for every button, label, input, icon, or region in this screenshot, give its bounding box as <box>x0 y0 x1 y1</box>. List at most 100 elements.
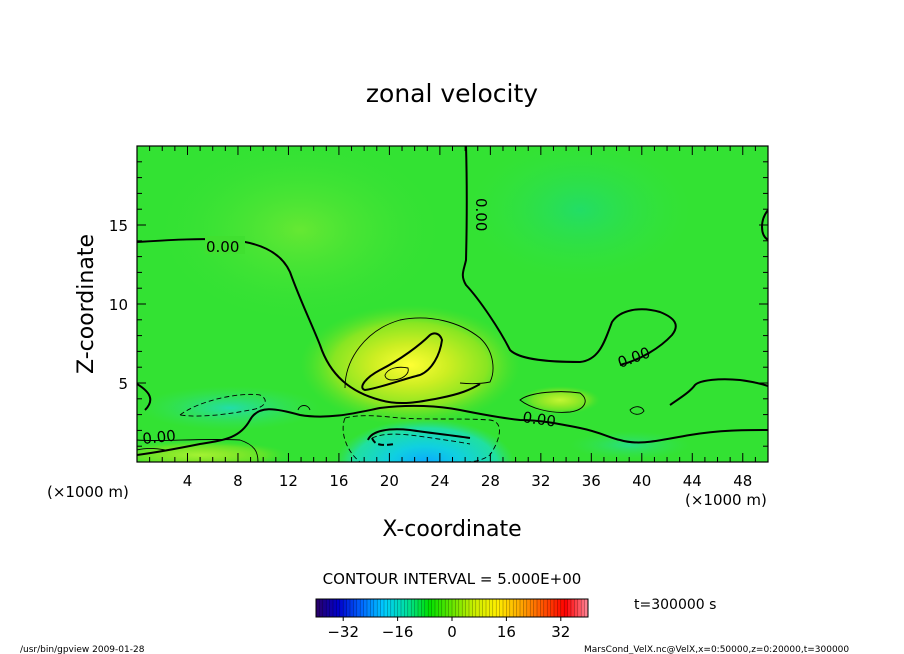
x-tick-label: 8 <box>233 472 243 490</box>
colorbar-cell <box>373 599 378 617</box>
contour-label: 0.00 <box>206 238 239 256</box>
x-tick-label: 24 <box>430 472 449 490</box>
footer-left: /usr/bin/gpview 2009-01-28 <box>20 645 145 654</box>
colorbar-cell <box>472 599 477 617</box>
colorbar <box>315 598 589 618</box>
colorbar-cell <box>496 599 501 617</box>
colorbar-cell <box>530 599 535 617</box>
colorbar-cell <box>326 599 331 617</box>
colorbar-cell <box>421 599 426 617</box>
colorbar-cell <box>479 599 484 617</box>
colorbar-cell <box>509 599 514 617</box>
colorbar-cell <box>540 599 545 617</box>
contour-label: 0.00 <box>142 427 177 448</box>
colorbar-cell <box>503 599 507 617</box>
colorbar-cell <box>329 599 334 617</box>
colorbar-cell <box>411 599 416 617</box>
colorbar-tick-label: 0 <box>447 623 457 641</box>
colorbar-cell <box>363 599 368 617</box>
colorbar-cell <box>584 599 589 617</box>
y-axis-label: Z-coordinate <box>74 234 99 374</box>
colorbar-cell <box>458 599 463 617</box>
colorbar-cell <box>333 599 337 617</box>
colorbar-cell <box>577 599 582 617</box>
colorbar-cell <box>384 599 388 617</box>
time-label: t=300000 s <box>634 597 716 613</box>
colorbar-cell <box>448 599 453 617</box>
colorbar-cell <box>557 599 562 617</box>
colorbar-cell <box>424 599 429 617</box>
colorbar-cell <box>339 599 344 617</box>
colorbar-cell <box>462 599 467 617</box>
zero-contours <box>137 146 768 456</box>
colorbar-cell <box>455 599 460 617</box>
colorbar-cell <box>499 599 504 617</box>
colorbar-cell <box>367 599 371 617</box>
colorbar-cell <box>346 599 351 617</box>
colorbar-cell <box>489 599 494 617</box>
contour-label-bg <box>205 236 245 254</box>
colorbar-cell <box>428 599 433 617</box>
x-tick-label: 32 <box>531 472 550 490</box>
colorbar-cell <box>475 599 480 617</box>
contour-label: 0.00 <box>521 408 557 430</box>
x-tick-label: 48 <box>733 472 752 490</box>
x-axis: 4 8 12 16 20 24 28 32 36 40 44 48 <box>149 146 756 490</box>
colorbar-cell <box>469 599 473 617</box>
colorbar-cell <box>322 599 327 617</box>
colorbar-cell <box>520 599 524 617</box>
colorbar-cell <box>516 599 521 617</box>
colorbar-cell <box>567 599 572 617</box>
colorbar-cell <box>370 599 375 617</box>
contour-interval: CONTOUR INTERVAL = 5.000E+00 <box>323 570 582 588</box>
x-tick-label: 28 <box>481 472 500 490</box>
colorbar-tick-label: −16 <box>382 623 414 641</box>
chart-title: zonal velocity <box>366 79 538 108</box>
colorbar-cell <box>394 599 399 617</box>
colorbar-cell <box>533 599 538 617</box>
colorbar-cell <box>401 599 405 617</box>
colorbar-cell <box>431 599 436 617</box>
colorbar-cell <box>356 599 361 617</box>
colorbar-cell <box>418 599 422 617</box>
colorbar-cell <box>486 599 490 617</box>
colorbar-cell <box>560 599 565 617</box>
colorbar-cell <box>319 599 324 617</box>
x-tick-label: 4 <box>183 472 193 490</box>
colorbar-cell <box>550 599 555 617</box>
colorbar-cell <box>537 599 541 617</box>
colorbar-cell <box>353 599 358 617</box>
colorbar-cell <box>523 599 528 617</box>
y-axis: 5 10 15 <box>109 161 768 447</box>
colorbar-tick-label: 16 <box>497 623 516 641</box>
colorbar-cell <box>543 599 548 617</box>
x-axis-label: X-coordinate <box>382 517 521 542</box>
colorbar-tick-label: 32 <box>551 623 570 641</box>
colorbar-cell <box>441 599 446 617</box>
colorbar-cell <box>343 599 348 617</box>
colorbar-cell <box>336 599 341 617</box>
colorbar-cell <box>404 599 409 617</box>
colorbar-tick-label: −32 <box>327 623 359 641</box>
x-unit-right: (×1000 m) <box>685 491 767 509</box>
y-tick-label: 15 <box>109 217 128 235</box>
colorbar-cell <box>492 599 497 617</box>
colorbar-cell <box>574 599 579 617</box>
colorbar-cell <box>397 599 402 617</box>
colorbar-cell <box>350 599 354 617</box>
x-tick-label: 16 <box>329 472 348 490</box>
contour-field <box>137 146 768 462</box>
colorbar-cell <box>407 599 412 617</box>
colorbar-cell <box>554 599 558 617</box>
colorbar-cell <box>564 599 569 617</box>
footer-right: MarsCond_VelX.nc@VelX,x=0:50000,z=0:2000… <box>584 645 849 654</box>
colorbar-cell <box>387 599 392 617</box>
y-tick-label: 10 <box>109 296 128 314</box>
colorbar-cell <box>452 599 456 617</box>
colorbar-cell <box>581 599 586 617</box>
colorbar-cell <box>390 599 395 617</box>
colorbar-cell <box>377 599 382 617</box>
colorbar-cell <box>465 599 470 617</box>
x-tick-label: 36 <box>582 472 601 490</box>
